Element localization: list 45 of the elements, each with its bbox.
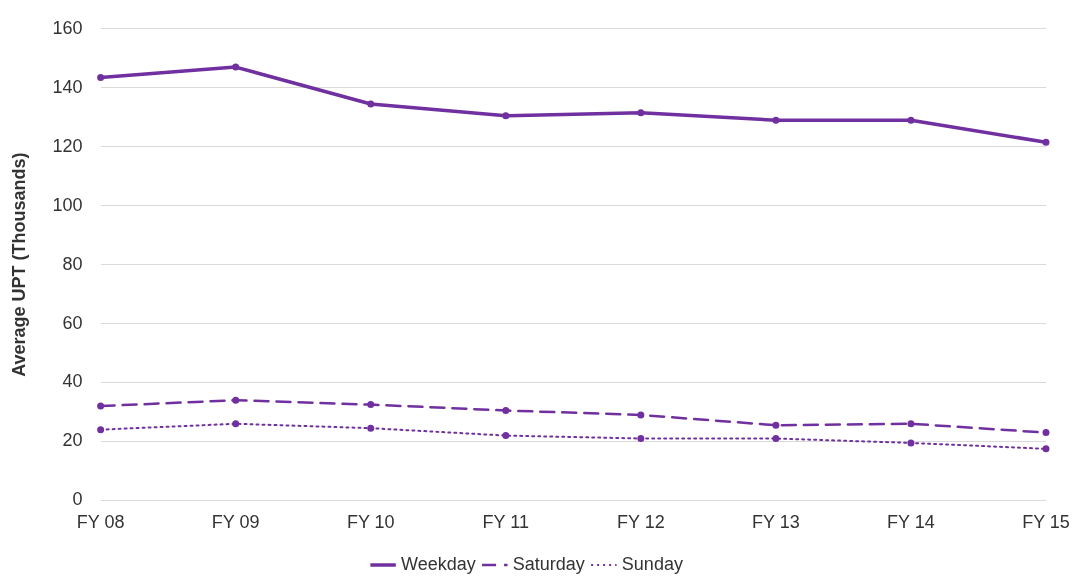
x-tick-label: FY 12 xyxy=(616,512,665,533)
y-axis-title: Average UPT (Thousands) xyxy=(8,152,29,377)
x-tick-label: FY 14 xyxy=(887,512,935,533)
legend-label: Weekday xyxy=(401,553,476,574)
y-tick-label: 60 xyxy=(62,312,83,333)
point xyxy=(637,109,645,117)
point xyxy=(772,116,780,124)
point xyxy=(1042,138,1050,146)
x-tick-label: FY 08 xyxy=(76,512,125,533)
point xyxy=(637,411,645,419)
point xyxy=(502,112,510,120)
point xyxy=(637,435,645,442)
y-tick-label: 80 xyxy=(62,253,83,274)
legend-label: Sunday xyxy=(621,553,683,574)
point xyxy=(367,100,375,108)
point xyxy=(367,424,375,432)
y-tick-label: 140 xyxy=(52,76,83,97)
point xyxy=(1042,445,1050,453)
y-tick-label: 160 xyxy=(52,17,83,38)
y-tick-label: 100 xyxy=(52,194,83,215)
point xyxy=(367,401,375,409)
point xyxy=(502,432,510,440)
point xyxy=(232,420,240,428)
y-tick-label: 120 xyxy=(52,135,83,156)
point xyxy=(772,421,780,429)
point xyxy=(97,73,105,81)
legend-label: Saturday xyxy=(512,553,585,574)
x-tick-label: FY 15 xyxy=(1022,512,1070,533)
point xyxy=(502,407,510,414)
point xyxy=(907,420,915,428)
point xyxy=(907,439,915,447)
y-tick-label: 40 xyxy=(62,371,83,392)
point xyxy=(232,396,240,404)
point xyxy=(907,116,915,124)
x-tick-label: FY 10 xyxy=(346,512,395,533)
y-tick-label: 20 xyxy=(62,430,83,451)
y-tick-label: 0 xyxy=(72,489,83,510)
point xyxy=(772,435,780,442)
point xyxy=(97,402,105,410)
x-tick-label: FY 11 xyxy=(482,512,529,533)
x-tick-label: FY 13 xyxy=(752,512,800,533)
point xyxy=(97,426,105,434)
point xyxy=(1042,429,1050,437)
x-tick-label: FY 09 xyxy=(211,512,260,533)
point xyxy=(232,63,240,71)
